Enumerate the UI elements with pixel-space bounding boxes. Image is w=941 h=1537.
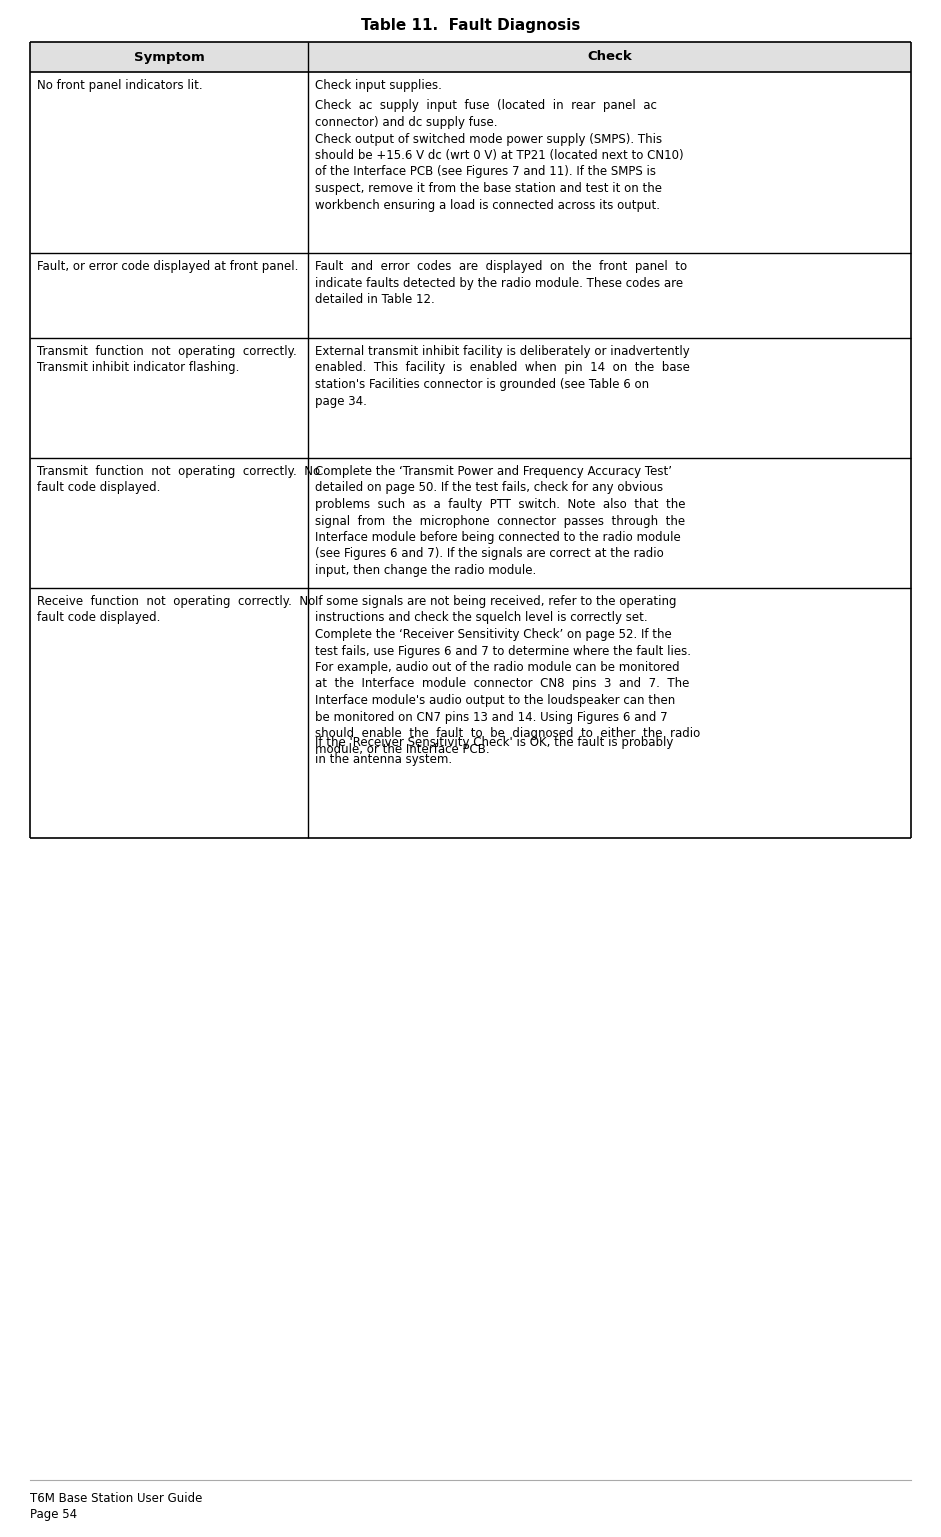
Text: Table 11.  Fault Diagnosis: Table 11. Fault Diagnosis (360, 18, 581, 32)
Text: Check: Check (587, 51, 631, 63)
Text: Symptom: Symptom (134, 51, 204, 63)
Text: Check output of switched mode power supply (SMPS). This
should be +15.6 V dc (wr: Check output of switched mode power supp… (315, 132, 683, 212)
Text: If some signals are not being received, refer to the operating
instructions and : If some signals are not being received, … (315, 595, 677, 624)
Text: Page 54: Page 54 (30, 1508, 77, 1522)
Text: Complete the ‘Transmit Power and Frequency Accuracy Test’
detailed on page 50. I: Complete the ‘Transmit Power and Frequen… (315, 466, 685, 576)
Text: Fault  and  error  codes  are  displayed  on  the  front  panel  to
indicate fau: Fault and error codes are displayed on t… (315, 260, 687, 306)
Text: T6M Base Station User Guide: T6M Base Station User Guide (30, 1492, 202, 1505)
Bar (30, 41, 911, 72)
Text: No front panel indicators lit.: No front panel indicators lit. (37, 78, 202, 92)
Text: Complete the ‘Receiver Sensitivity Check’ on page 52. If the
test fails, use Fig: Complete the ‘Receiver Sensitivity Check… (315, 629, 700, 756)
Text: Check input supplies.: Check input supplies. (315, 78, 442, 92)
Text: Transmit  function  not  operating  correctly.  No
fault code displayed.: Transmit function not operating correctl… (37, 466, 320, 495)
Text: Transmit  function  not  operating  correctly.
Transmit inhibit indicator flashi: Transmit function not operating correctl… (37, 344, 296, 375)
Text: Check  ac  supply  input  fuse  (located  in  rear  panel  ac
connector) and dc : Check ac supply input fuse (located in r… (315, 100, 657, 129)
Text: Receive  function  not  operating  correctly.  No
fault code displayed.: Receive function not operating correctly… (37, 595, 315, 624)
Text: Fault, or error code displayed at front panel.: Fault, or error code displayed at front … (37, 260, 298, 274)
Text: If the 'Receiver Sensitivity Check' is OK, the fault is probably
in the antenna : If the 'Receiver Sensitivity Check' is O… (315, 736, 674, 765)
Text: External transmit inhibit facility is deliberately or inadvertently
enabled.  Th: External transmit inhibit facility is de… (315, 344, 690, 407)
